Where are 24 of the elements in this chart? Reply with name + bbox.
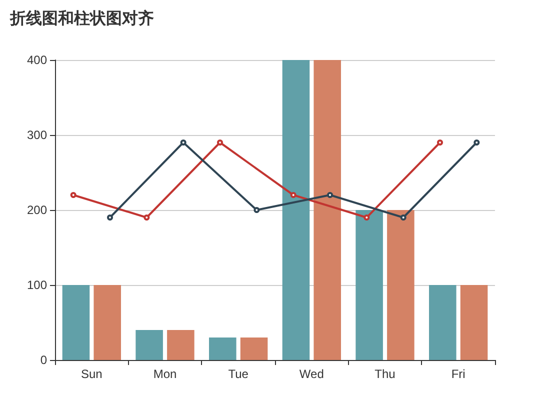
bar [209,338,236,360]
y-tick-label: 200 [26,203,48,217]
x-tick-label: Thu [374,367,396,381]
x-tick-label: Fri [451,367,466,381]
y-tick-label: 300 [26,128,48,142]
bar [460,285,488,360]
bar [62,285,90,360]
x-tick-label: Tue [228,367,249,381]
x-tick-label: Wed [299,367,324,381]
x-tick-label: Sun [80,367,102,381]
bar [314,60,341,360]
bar [167,330,194,360]
y-tick-label: 100 [26,278,48,292]
bar [240,338,268,360]
bar [429,285,456,360]
bar [136,330,163,360]
bar [282,60,310,360]
bar [387,210,414,360]
y-tick-label: 400 [26,53,48,67]
y-tick-label: 0 [40,353,48,367]
x-tick-label: Mon [153,367,177,381]
bar [94,285,121,360]
bar [356,210,383,360]
chart-title: 折线图和柱状图对齐 [9,8,154,28]
